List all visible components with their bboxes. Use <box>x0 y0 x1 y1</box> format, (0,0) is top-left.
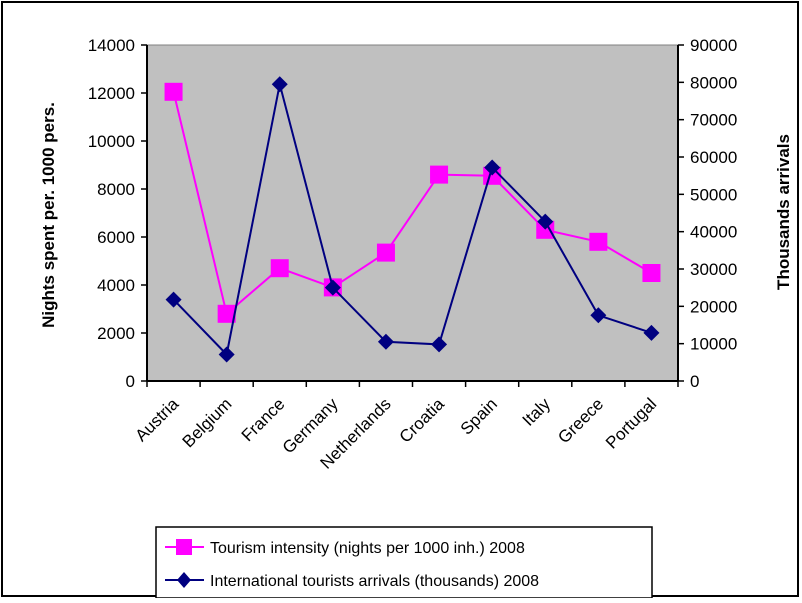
point-arrivals-france <box>271 76 288 93</box>
y-right-tick-label: 0 <box>690 372 699 391</box>
point-arrivals-austria <box>165 291 182 308</box>
y-axis-right-label: Thousands arrivals <box>774 134 793 290</box>
legend-label-tourism-intensity: Tourism intensity (nights per 1000 inh.)… <box>210 540 525 557</box>
y-right-tick-label: 40000 <box>690 223 737 242</box>
y-left-tick-label: 8000 <box>97 180 135 199</box>
point-tourism-intensity-portugal <box>642 264 661 282</box>
series-line-arrivals <box>172 83 652 357</box>
y-right-tick-label: 70000 <box>690 111 737 130</box>
point-tourism-intensity-croatia <box>430 165 449 184</box>
y-right-tick-label: 90000 <box>690 36 737 55</box>
point-tourism-intensity-netherlands <box>376 243 395 262</box>
y-right-tick-label: 30000 <box>690 260 737 279</box>
y-left-tick-label: 2000 <box>97 324 135 343</box>
legend: Tourism intensity (nights per 1000 inh.)… <box>155 526 653 599</box>
legend-marker-diamond <box>177 572 191 588</box>
y-right-tick-label: 60000 <box>690 148 737 167</box>
y-left-tick-label: 14000 <box>88 36 135 55</box>
y-left-tick-label: 12000 <box>88 84 135 103</box>
y-right-tick-label: 20000 <box>690 297 737 316</box>
point-arrivals-belgium <box>218 346 235 363</box>
series-line-tourism-intensity <box>172 91 652 316</box>
legend-marker-square <box>176 539 192 555</box>
point-arrivals-croatia <box>431 336 448 353</box>
y-right-tick-label: 80000 <box>690 73 737 92</box>
point-arrivals-spain <box>484 159 501 176</box>
point-tourism-intensity-belgium <box>217 304 236 323</box>
point-tourism-intensity-italy <box>536 220 555 239</box>
y-left-tick-label: 6000 <box>97 228 135 247</box>
series-layer <box>164 76 661 363</box>
point-arrivals-greece <box>590 307 607 324</box>
y-left-tick-label: 0 <box>126 372 135 391</box>
y-axis-left-label: Nights spent per. 1000 pers. <box>39 102 58 328</box>
point-tourism-intensity-austria <box>164 82 183 101</box>
point-tourism-intensity-greece <box>589 232 608 251</box>
legend-label-arrivals: International tourists arrivals (thousan… <box>210 573 539 590</box>
point-arrivals-netherlands <box>377 333 394 350</box>
point-arrivals-italy <box>537 213 554 230</box>
y-right-tick-label: 50000 <box>690 185 737 204</box>
point-tourism-intensity-france <box>270 259 289 278</box>
y-left-tick-label: 10000 <box>88 132 135 151</box>
point-arrivals-portugal <box>643 324 660 341</box>
legend-box <box>155 526 653 599</box>
y-left-tick-label: 4000 <box>97 276 135 295</box>
y-right-tick-label: 10000 <box>690 335 737 354</box>
point-arrivals-germany <box>324 279 341 296</box>
